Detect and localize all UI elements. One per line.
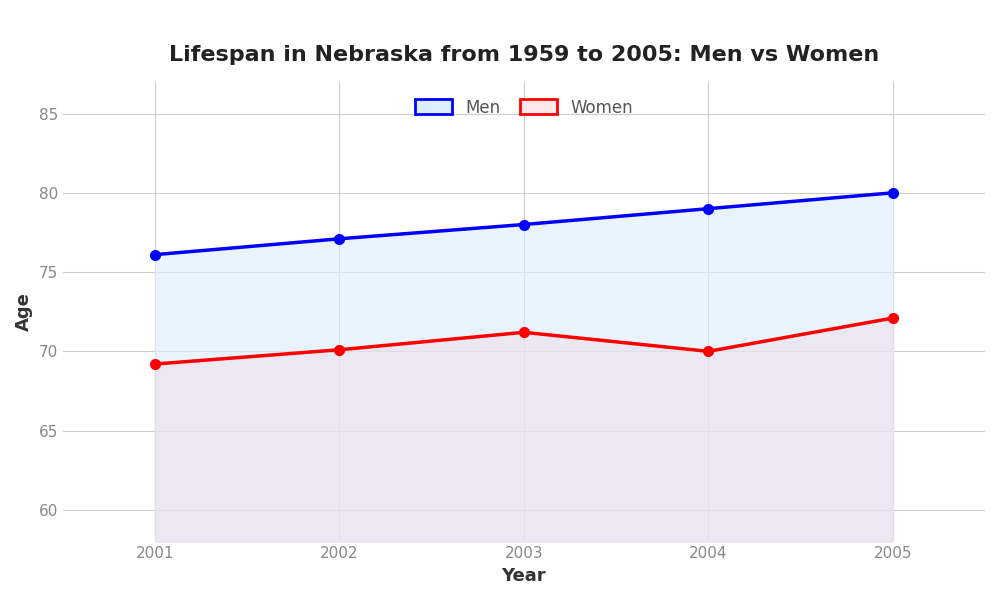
Line: Women: Women — [150, 313, 898, 369]
Women — [702, 348, 714, 355]
Line: Men: Men — [150, 188, 898, 259]
Men — [149, 251, 161, 258]
Women — [333, 346, 345, 353]
Women — [518, 329, 530, 336]
Title: Lifespan in Nebraska from 1959 to 2005: Men vs Women: Lifespan in Nebraska from 1959 to 2005: … — [169, 45, 879, 65]
Legend: Men, Women: Men, Women — [407, 90, 641, 125]
Men — [887, 189, 899, 196]
Men — [333, 235, 345, 242]
X-axis label: Year: Year — [502, 567, 546, 585]
Y-axis label: Age: Age — [15, 292, 33, 331]
Women — [887, 314, 899, 322]
Men — [702, 205, 714, 212]
Men — [518, 221, 530, 228]
Women — [149, 361, 161, 368]
